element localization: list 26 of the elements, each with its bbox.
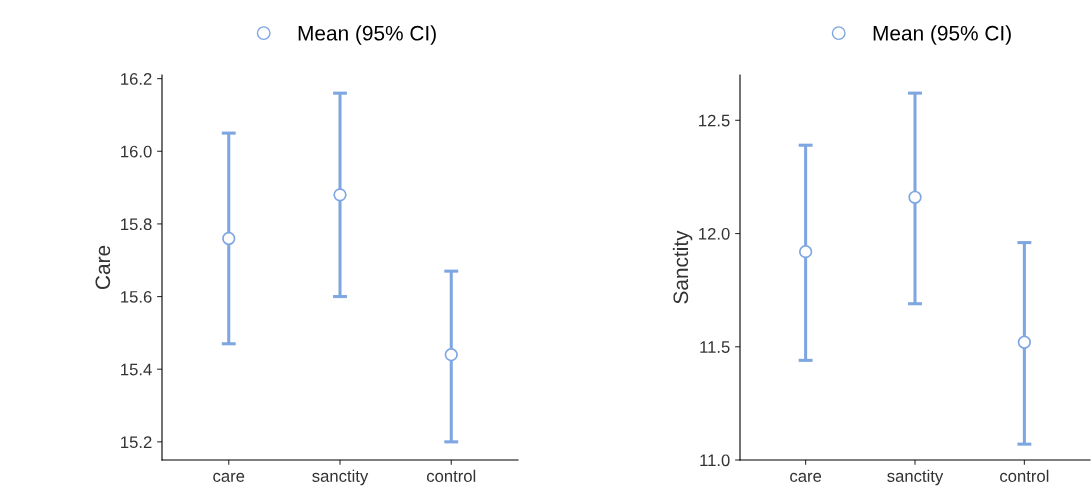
legend-label: Mean (95% CI) bbox=[298, 25, 436, 45]
y-axis-title: Sanctity bbox=[672, 230, 693, 304]
y-tick-label: 15.6 bbox=[121, 290, 152, 303]
point bbox=[908, 190, 922, 204]
y-tick-label: 15.4 bbox=[121, 363, 152, 376]
x-tick-label: sanctity bbox=[312, 469, 369, 486]
point bbox=[222, 231, 236, 246]
point bbox=[444, 348, 458, 362]
x-tick-label: control bbox=[1000, 469, 1049, 482]
y-axis-title: Care bbox=[95, 245, 111, 290]
x-tick-label: control bbox=[426, 469, 476, 482]
x-tick-label: care bbox=[213, 472, 245, 482]
y-tick-label: 12.0 bbox=[699, 227, 730, 240]
y-tick-label: 16.2 bbox=[121, 73, 152, 85]
x-tick-label: sanctity bbox=[887, 469, 944, 486]
point bbox=[333, 188, 347, 202]
y-tick-label: 11.5 bbox=[700, 341, 730, 353]
x-tick-label: care bbox=[790, 472, 822, 482]
y-tick-label: 15.2 bbox=[121, 436, 152, 449]
point bbox=[798, 245, 813, 259]
point bbox=[1017, 335, 1032, 349]
y-tick-label: 12.5 bbox=[699, 114, 730, 127]
y-tick-label: 11.0 bbox=[700, 454, 730, 467]
y-tick-label: 15.8 bbox=[121, 218, 152, 231]
y-tick-label: 16.0 bbox=[121, 145, 152, 158]
legend-label: Mean (95% CI) bbox=[873, 25, 1011, 45]
